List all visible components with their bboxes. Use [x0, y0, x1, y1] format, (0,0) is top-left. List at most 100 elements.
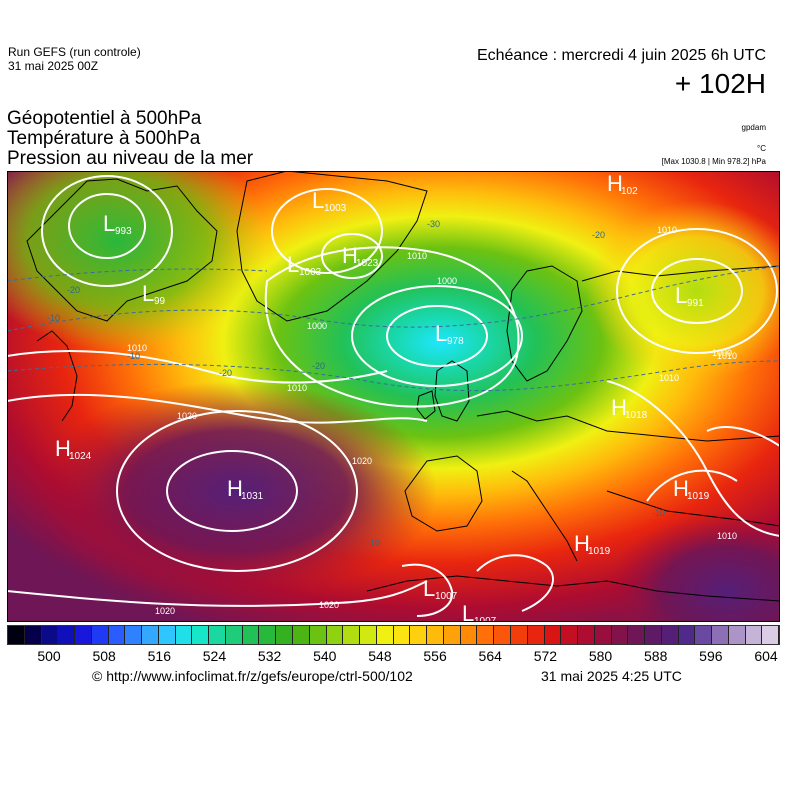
center-L-1003-a: L — [312, 188, 324, 213]
color-scale-cell — [678, 626, 696, 644]
color-scale-cell — [242, 626, 260, 644]
color-scale-tick: 516 — [147, 648, 171, 664]
color-scale-cell — [225, 626, 243, 644]
svg-text:1010: 1010 — [407, 251, 427, 261]
color-scale-cell — [108, 626, 126, 644]
svg-text:-10: -10 — [652, 508, 665, 518]
color-scale-cell — [175, 626, 193, 644]
source-url: © http://www.infoclimat.fr/z/gefs/europe… — [92, 668, 413, 684]
svg-text:-20: -20 — [219, 368, 232, 378]
center-H-1023: H — [342, 243, 358, 268]
svg-text:1020: 1020 — [155, 606, 175, 616]
color-scale-tick: 564 — [478, 648, 502, 664]
color-scale-tick: 548 — [368, 648, 392, 664]
color-scale-cell — [645, 626, 662, 644]
svg-text:991: 991 — [687, 298, 704, 309]
center-H-1018: H — [611, 395, 627, 420]
ridge-atlantic — [37, 381, 437, 601]
svg-text:-10: -10 — [127, 351, 140, 361]
color-scale-cell — [695, 626, 713, 644]
svg-text:1003: 1003 — [324, 203, 347, 214]
color-scale-tick: 508 — [92, 648, 116, 664]
pressure-labels: L 993 L 1003 L 1003 H 1023 L 978 L 991 H… — [55, 171, 710, 622]
color-scale-tick: 556 — [423, 648, 447, 664]
temperature-isotherms — [7, 265, 780, 392]
title-pressure: Pression au niveau de la mer — [7, 148, 254, 169]
pressure-range: [Max 1030.8 | Min 978.2] hPa — [661, 157, 766, 166]
trough-east — [587, 201, 780, 381]
isobars — [7, 175, 780, 617]
color-scale-cell — [259, 626, 277, 644]
color-scale-tick: 540 — [313, 648, 337, 664]
svg-text:99: 99 — [154, 296, 166, 307]
color-scale — [7, 625, 780, 645]
svg-text:1020: 1020 — [177, 411, 197, 421]
color-scale-cell — [527, 626, 545, 644]
color-scale-cell — [376, 626, 394, 644]
svg-text:1003: 1003 — [299, 267, 322, 278]
center-L-978: L — [435, 321, 447, 346]
color-scale-cell — [58, 626, 76, 644]
color-scale-tick: 500 — [37, 648, 61, 664]
color-scale-cell — [628, 626, 646, 644]
color-scale-cell — [125, 626, 143, 644]
color-scale-cell — [293, 626, 310, 644]
svg-text:-10: -10 — [47, 313, 60, 323]
color-scale-cell — [326, 626, 344, 644]
svg-text:-30: -30 — [427, 219, 440, 229]
color-scale-cell — [578, 626, 595, 644]
color-scale-cell — [393, 626, 411, 644]
color-scale-tick: 524 — [202, 648, 227, 664]
color-scale-cell — [460, 626, 478, 644]
center-L-99: L — [142, 281, 154, 306]
color-scale-cell — [561, 626, 579, 644]
run-title: Run GEFS (run controle) — [8, 45, 141, 59]
svg-text:1000: 1000 — [437, 276, 457, 286]
map-frame — [7, 171, 780, 622]
svg-text:1010: 1010 — [127, 343, 147, 353]
center-L-1003-b: L — [287, 252, 299, 277]
color-scale-tick: 596 — [699, 648, 723, 664]
svg-text:1024: 1024 — [69, 451, 92, 462]
ridge-east — [607, 511, 780, 622]
svg-text:1031: 1031 — [241, 491, 264, 502]
color-scale-cell — [75, 626, 92, 644]
svg-text:1020: 1020 — [319, 600, 339, 610]
center-H-1019-b: H — [574, 531, 590, 556]
color-scale-cell — [611, 626, 629, 644]
center-H-1019-a: H — [673, 476, 689, 501]
color-scale-cell — [494, 626, 511, 644]
title-temperature: Température à 500hPa — [7, 128, 201, 149]
generation-time: 31 mai 2025 4:25 UTC — [541, 668, 682, 684]
color-scale-cell — [41, 626, 59, 644]
color-scale-cell — [8, 626, 25, 644]
svg-text:1000: 1000 — [712, 348, 732, 358]
color-scale-cell — [427, 626, 444, 644]
svg-text:978: 978 — [447, 336, 464, 347]
svg-text:1023: 1023 — [356, 258, 379, 269]
svg-text:-20: -20 — [67, 285, 80, 295]
color-scale-cell — [712, 626, 729, 644]
weather-map: L 993 L 1003 L 1003 H 1023 L 978 L 991 H… — [7, 171, 780, 622]
svg-text:1010: 1010 — [717, 531, 737, 541]
svg-text:1019: 1019 — [687, 491, 710, 502]
color-scale-cell — [477, 626, 495, 644]
color-scale-cell — [728, 626, 746, 644]
color-scale-tick: 572 — [533, 648, 558, 664]
title-geopotential: Géopotentiel à 500hPa — [7, 108, 202, 129]
color-scale-tick: 580 — [588, 648, 613, 664]
svg-text:102: 102 — [621, 186, 638, 197]
color-scale-cell — [544, 626, 562, 644]
color-scale-cell — [142, 626, 159, 644]
svg-text:1019: 1019 — [588, 546, 611, 557]
color-scale-cell — [661, 626, 679, 644]
svg-text:-20: -20 — [592, 230, 605, 240]
svg-text:1018: 1018 — [625, 410, 648, 421]
svg-text:993: 993 — [115, 226, 132, 237]
color-scale-tick: 588 — [644, 648, 668, 664]
color-scale-cell — [343, 626, 361, 644]
color-scale-cell — [594, 626, 612, 644]
center-L-1007-b: L — [462, 601, 474, 622]
color-scale-cell — [443, 626, 461, 644]
color-scale-cell — [158, 626, 176, 644]
